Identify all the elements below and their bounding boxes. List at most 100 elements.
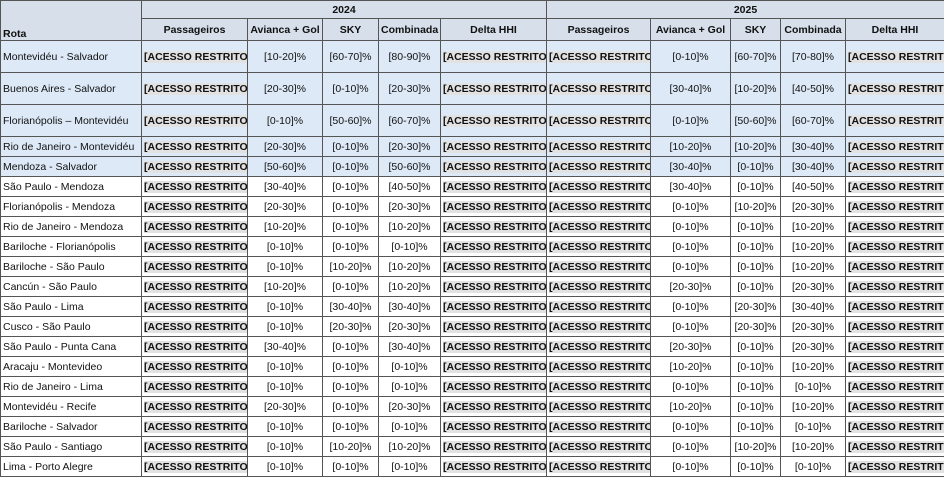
cell-text: [0-10]% — [737, 220, 774, 233]
value-cell: [0-10]% — [322, 72, 379, 105]
value-cell: [60-70]% — [378, 104, 441, 137]
value-cell: [ACESSO RESTRITO] — [141, 104, 248, 137]
cell-text: [ACESSO RESTRITO] — [549, 380, 650, 393]
cell-text: [ACESSO RESTRITO] — [848, 340, 944, 353]
value-cell: [ACESSO RESTRITO] — [440, 376, 547, 397]
value-cell: [30-40]% — [650, 156, 731, 177]
value-cell: [ACESSO RESTRITO] — [845, 376, 944, 397]
cell-text: [10-20]% — [734, 440, 777, 453]
route-cell: São Paulo - Punta Cana — [0, 336, 142, 357]
value-cell: [0-10]% — [322, 136, 379, 157]
value-cell: [40-50]% — [780, 72, 846, 105]
cell-text: [10-20]% — [791, 260, 835, 273]
value-cell: [ACESSO RESTRITO] — [440, 40, 547, 73]
value-cell: [40-50]% — [780, 176, 846, 197]
cell-text: [50-60]% — [388, 160, 431, 173]
cell-text: [ACESSO RESTRITO] — [549, 420, 650, 433]
table-row: Rio de Janeiro - Montevidéu [ACESSO RESTR… — [0, 136, 944, 157]
cell-text: [ACESSO RESTRITO] — [144, 180, 247, 193]
value-cell: [ACESSO RESTRITO] — [141, 176, 248, 197]
value-cell: [ACESSO RESTRITO] — [141, 196, 248, 217]
cell-text: [0-10]% — [266, 260, 304, 273]
cell-text: [0-10]% — [737, 160, 774, 173]
cell-text: [0-10]% — [332, 280, 369, 293]
cell-text: [20-30]% — [669, 340, 712, 353]
value-cell: [ACESSO RESTRITO] — [440, 256, 547, 277]
cell-text: [10-20]% — [388, 440, 431, 453]
cell-text: [ACESSO RESTRITO] — [443, 460, 546, 473]
cell-text: [0-10]% — [737, 460, 774, 473]
cell-text: [ACESSO RESTRITO] — [848, 400, 944, 413]
value-cell: [20-30]% — [322, 316, 379, 337]
value-cell: [ACESSO RESTRITO] — [141, 396, 248, 417]
cell-text: [50-60]% — [734, 114, 777, 127]
cell-text: [30-40]% — [263, 340, 307, 353]
value-cell: [ACESSO RESTRITO] — [845, 216, 944, 237]
cell-text: [10-20]% — [734, 82, 777, 95]
value-cell: [0-10]% — [780, 456, 846, 477]
cell-text: [80-90]% — [388, 50, 431, 63]
value-cell: [ACESSO RESTRITO] — [141, 456, 248, 477]
value-cell: [30-40]% — [247, 176, 323, 197]
cell-text: [70-80]% — [791, 50, 835, 63]
table-row: Aracaju - Montevideo [ACESSO RESTRITO] [0-… — [0, 356, 944, 377]
value-cell: [0-10]% — [322, 236, 379, 257]
value-cell: [10-20]% — [247, 216, 323, 237]
cell-text: [0-10]% — [672, 200, 709, 213]
value-cell: [10-20]% — [378, 216, 441, 237]
cell-text: [ACESSO RESTRITO] — [144, 420, 247, 433]
route-cell: Lima - Porto Alegre — [0, 456, 142, 477]
cell-text: [ACESSO RESTRITO] — [549, 440, 650, 453]
cell-text: [0-10]% — [672, 420, 709, 433]
table-row: Florianópolis – Montevidéu [ACESSO RESTRI… — [0, 104, 944, 137]
value-cell: [20-30]% — [247, 136, 323, 157]
cell-text: [40-50]% — [791, 82, 835, 95]
value-cell: [ACESSO RESTRITO] — [440, 104, 547, 137]
cell-text: [0-10]% — [794, 420, 832, 433]
value-cell: [10-20]% — [780, 356, 846, 377]
column-header: Avianca + Gol — [247, 18, 323, 41]
cell-text: [ACESSO RESTRITO] — [443, 400, 546, 413]
cell-text: [ACESSO RESTRITO] — [848, 360, 944, 373]
cell-text: [ACESSO RESTRITO] — [443, 440, 546, 453]
cell-text: [10-20]% — [263, 220, 307, 233]
value-cell: [ACESSO RESTRITO] — [141, 416, 248, 437]
cell-text: [0-10]% — [672, 240, 709, 253]
cell-text: [ACESSO RESTRITO] — [443, 360, 546, 373]
value-cell: [20-30]% — [378, 196, 441, 217]
value-cell: [50-60]% — [378, 156, 441, 177]
value-cell: [0-10]% — [322, 196, 379, 217]
value-cell: [60-70]% — [322, 40, 379, 73]
value-cell: [ACESSO RESTRITO] — [845, 436, 944, 457]
cell-text: [10-20]% — [669, 400, 712, 413]
cell-text: [20-30]% — [388, 140, 431, 153]
route-cell: Florianópolis – Montevidéu — [0, 104, 142, 137]
cell-text: [ACESSO RESTRITO] — [443, 82, 546, 95]
route-cell: Bariloche - São Paulo — [0, 256, 142, 277]
column-header: Delta HHI — [845, 18, 944, 41]
value-cell: [ACESSO RESTRITO] — [546, 436, 651, 457]
cell-text: [ACESSO RESTRITO] — [144, 320, 247, 333]
cell-text: [10-20]% — [791, 360, 835, 373]
table-row: Cusco - São Paulo [ACESSO RESTRITO] [0-10]… — [0, 316, 944, 337]
cell-text: [0-10]% — [737, 380, 774, 393]
cell-text: [0-10]% — [737, 260, 774, 273]
value-cell: [ACESSO RESTRITO] — [546, 136, 651, 157]
value-cell: [ACESSO RESTRITO] — [845, 276, 944, 297]
value-cell: [0-10]% — [650, 236, 731, 257]
value-cell: [ACESSO RESTRITO] — [845, 156, 944, 177]
value-cell: [0-10]% — [322, 376, 379, 397]
value-cell: [ACESSO RESTRITO] — [845, 456, 944, 477]
value-cell: [0-10]% — [247, 416, 323, 437]
cell-text: [0-10]% — [332, 82, 369, 95]
cell-text: [ACESSO RESTRITO] — [443, 340, 546, 353]
cell-text: [ACESSO RESTRITO] — [848, 300, 944, 313]
value-cell: [30-40]% — [247, 336, 323, 357]
cell-text: [ACESSO RESTRITO] — [443, 300, 546, 313]
value-cell: [ACESSO RESTRITO] — [440, 136, 547, 157]
table-row: Lima - Porto Alegre [ACESSO RESTRITO] [0-1… — [0, 456, 944, 477]
cell-text: [ACESSO RESTRITO] — [549, 240, 650, 253]
cell-text: [10-20]% — [669, 360, 712, 373]
value-cell: [0-10]% — [650, 256, 731, 277]
value-cell: [70-80]% — [780, 40, 846, 73]
